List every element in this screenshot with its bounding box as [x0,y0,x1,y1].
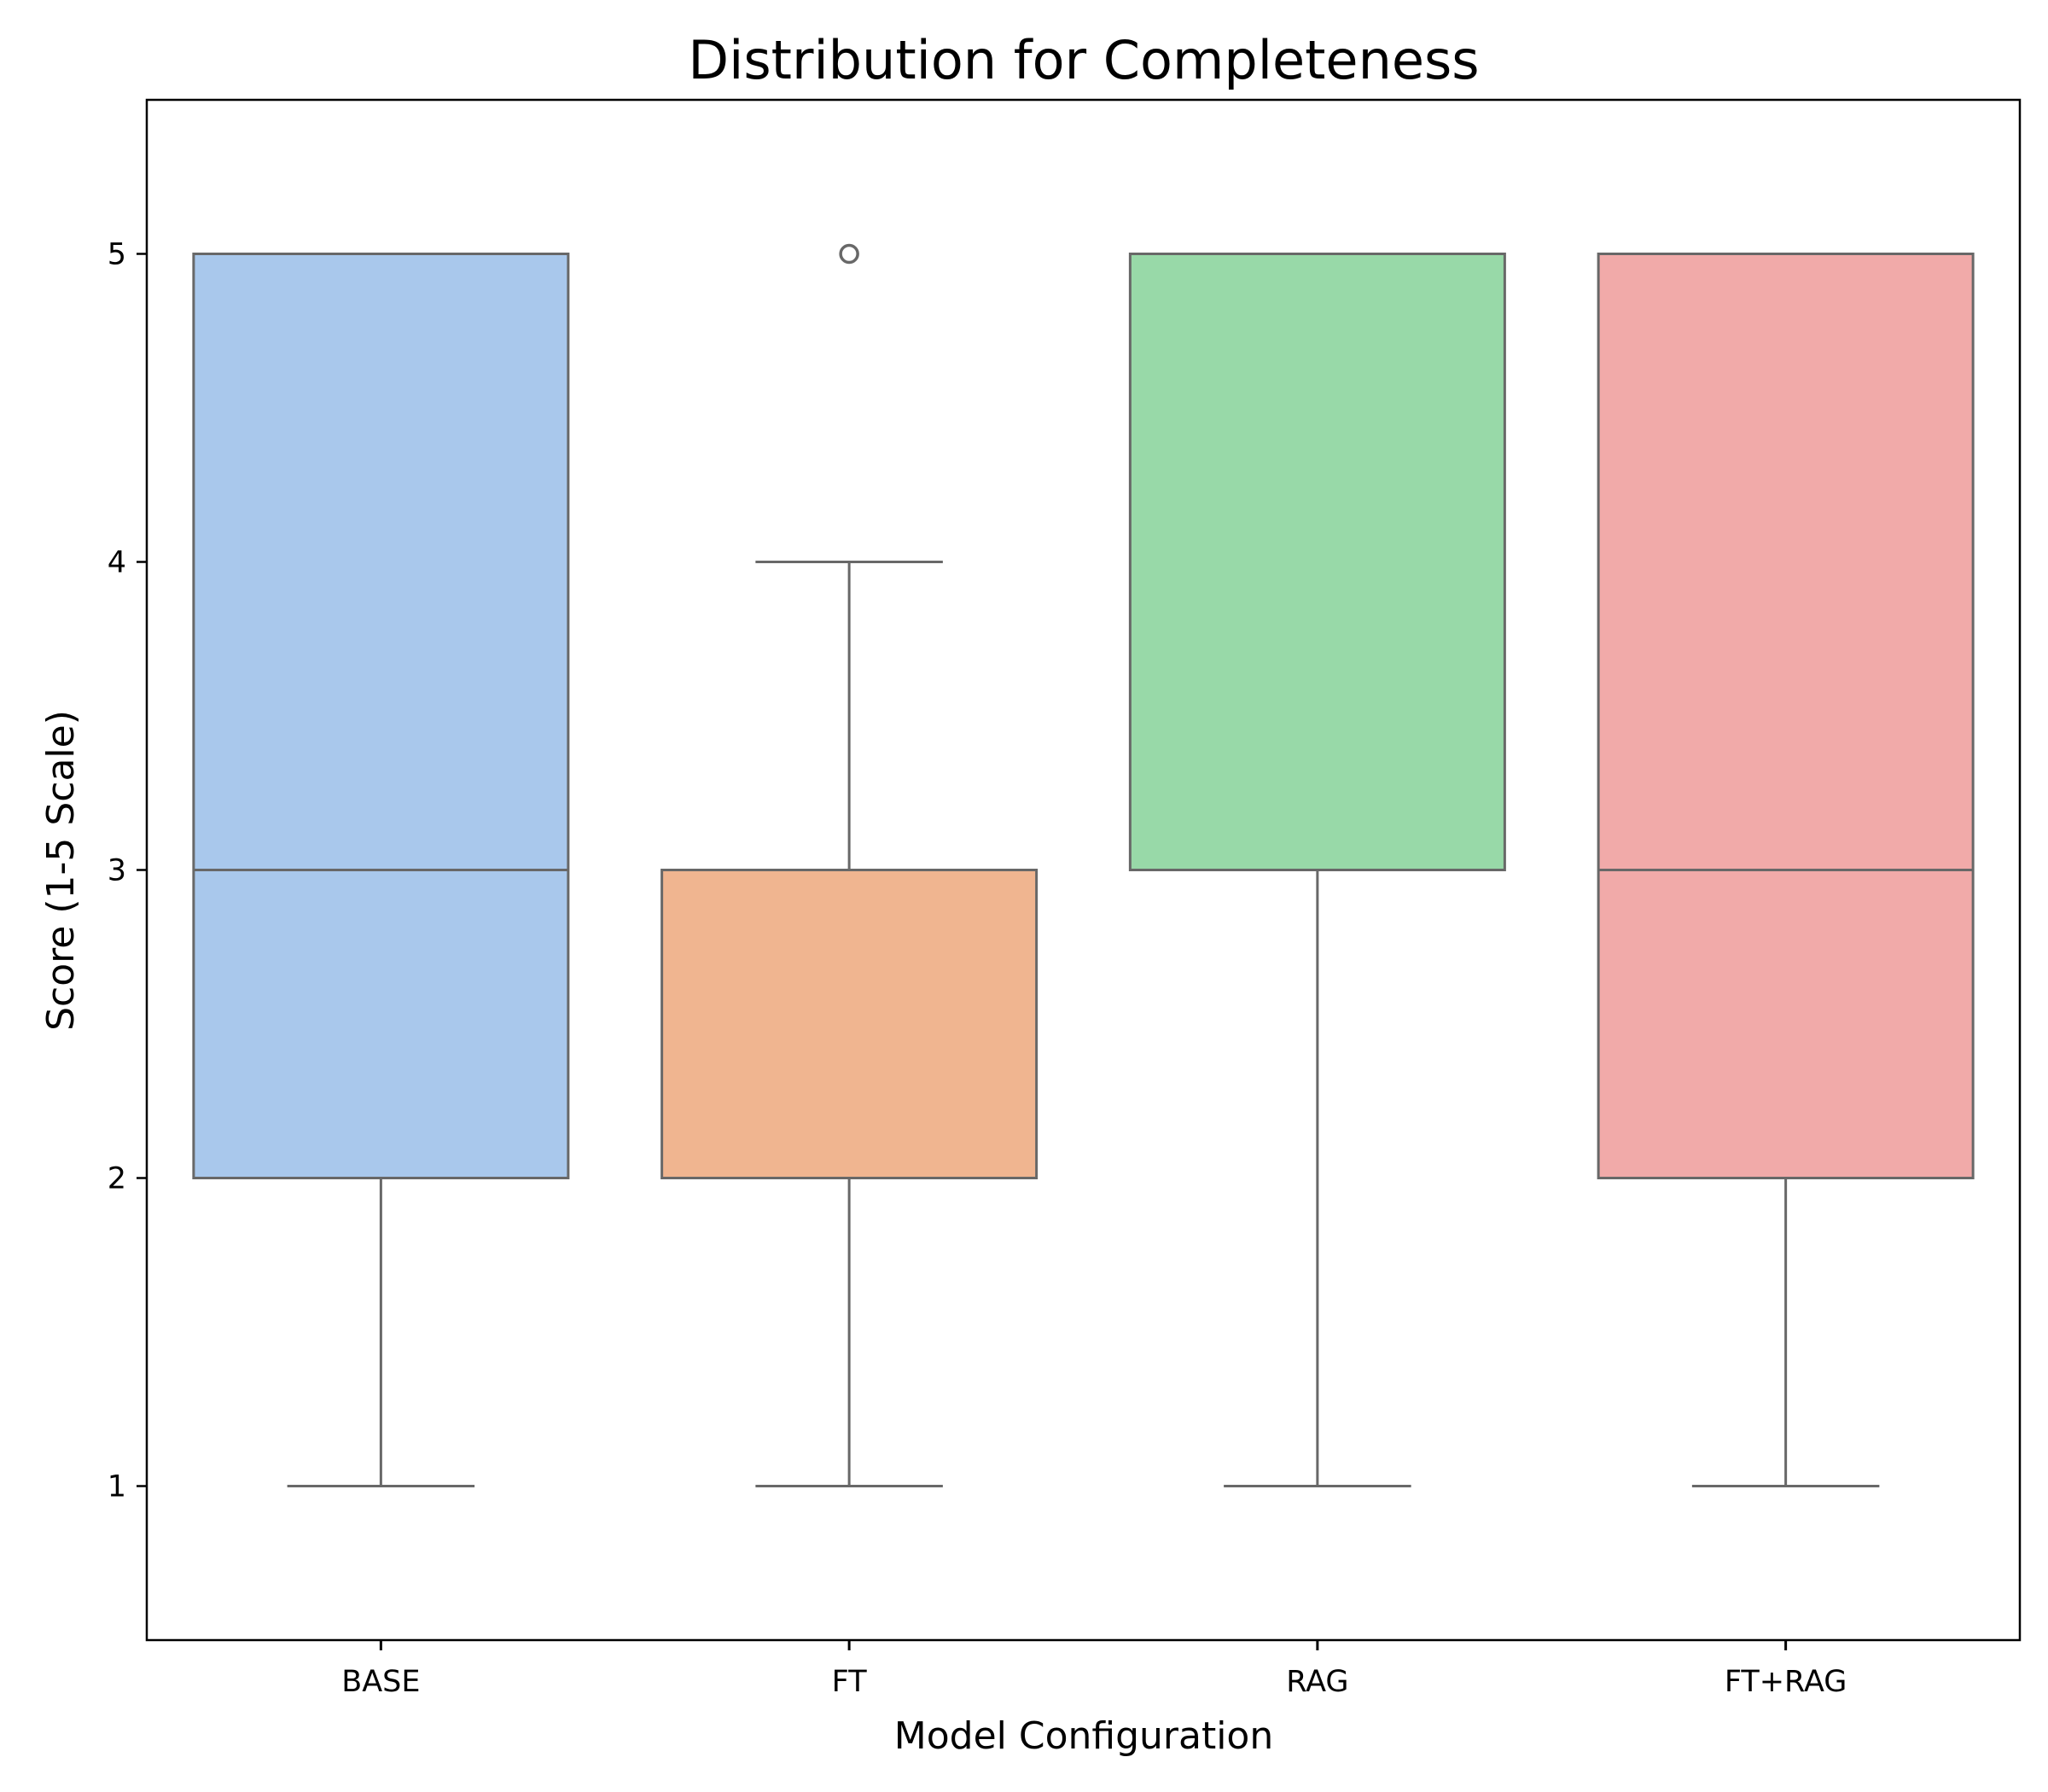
box-ft-rag [1597,253,1975,1179]
y-axis-label: Score (1-5 Scale) [39,710,83,1031]
outlier-point-ft-0 [839,243,859,265]
x-tick-label-ft-rag: FT+RAG [1725,1665,1847,1699]
box-rag [1128,253,1506,871]
x-tick-label-ft: FT [832,1665,868,1699]
x-tick-label-rag: RAG [1286,1665,1348,1699]
box-base [192,253,570,1179]
y-tick-label-2: 2 [108,1162,126,1196]
y-tick-label-1: 1 [108,1470,126,1504]
plot-frame [145,98,2022,1642]
box-ft [660,869,1039,1179]
chart-title: Distribution for Completeness [688,29,1479,91]
y-tick-label-5: 5 [108,238,126,272]
y-tick-label-3: 3 [108,854,126,888]
y-tick-label-4: 4 [108,546,126,580]
x-axis-label: Model Configuration [894,1714,1274,1758]
plot-area: BASE FT RAG FT+RAG 1 2 3 4 5 [108,238,1975,1699]
x-tick-label-base: BASE [341,1665,420,1699]
